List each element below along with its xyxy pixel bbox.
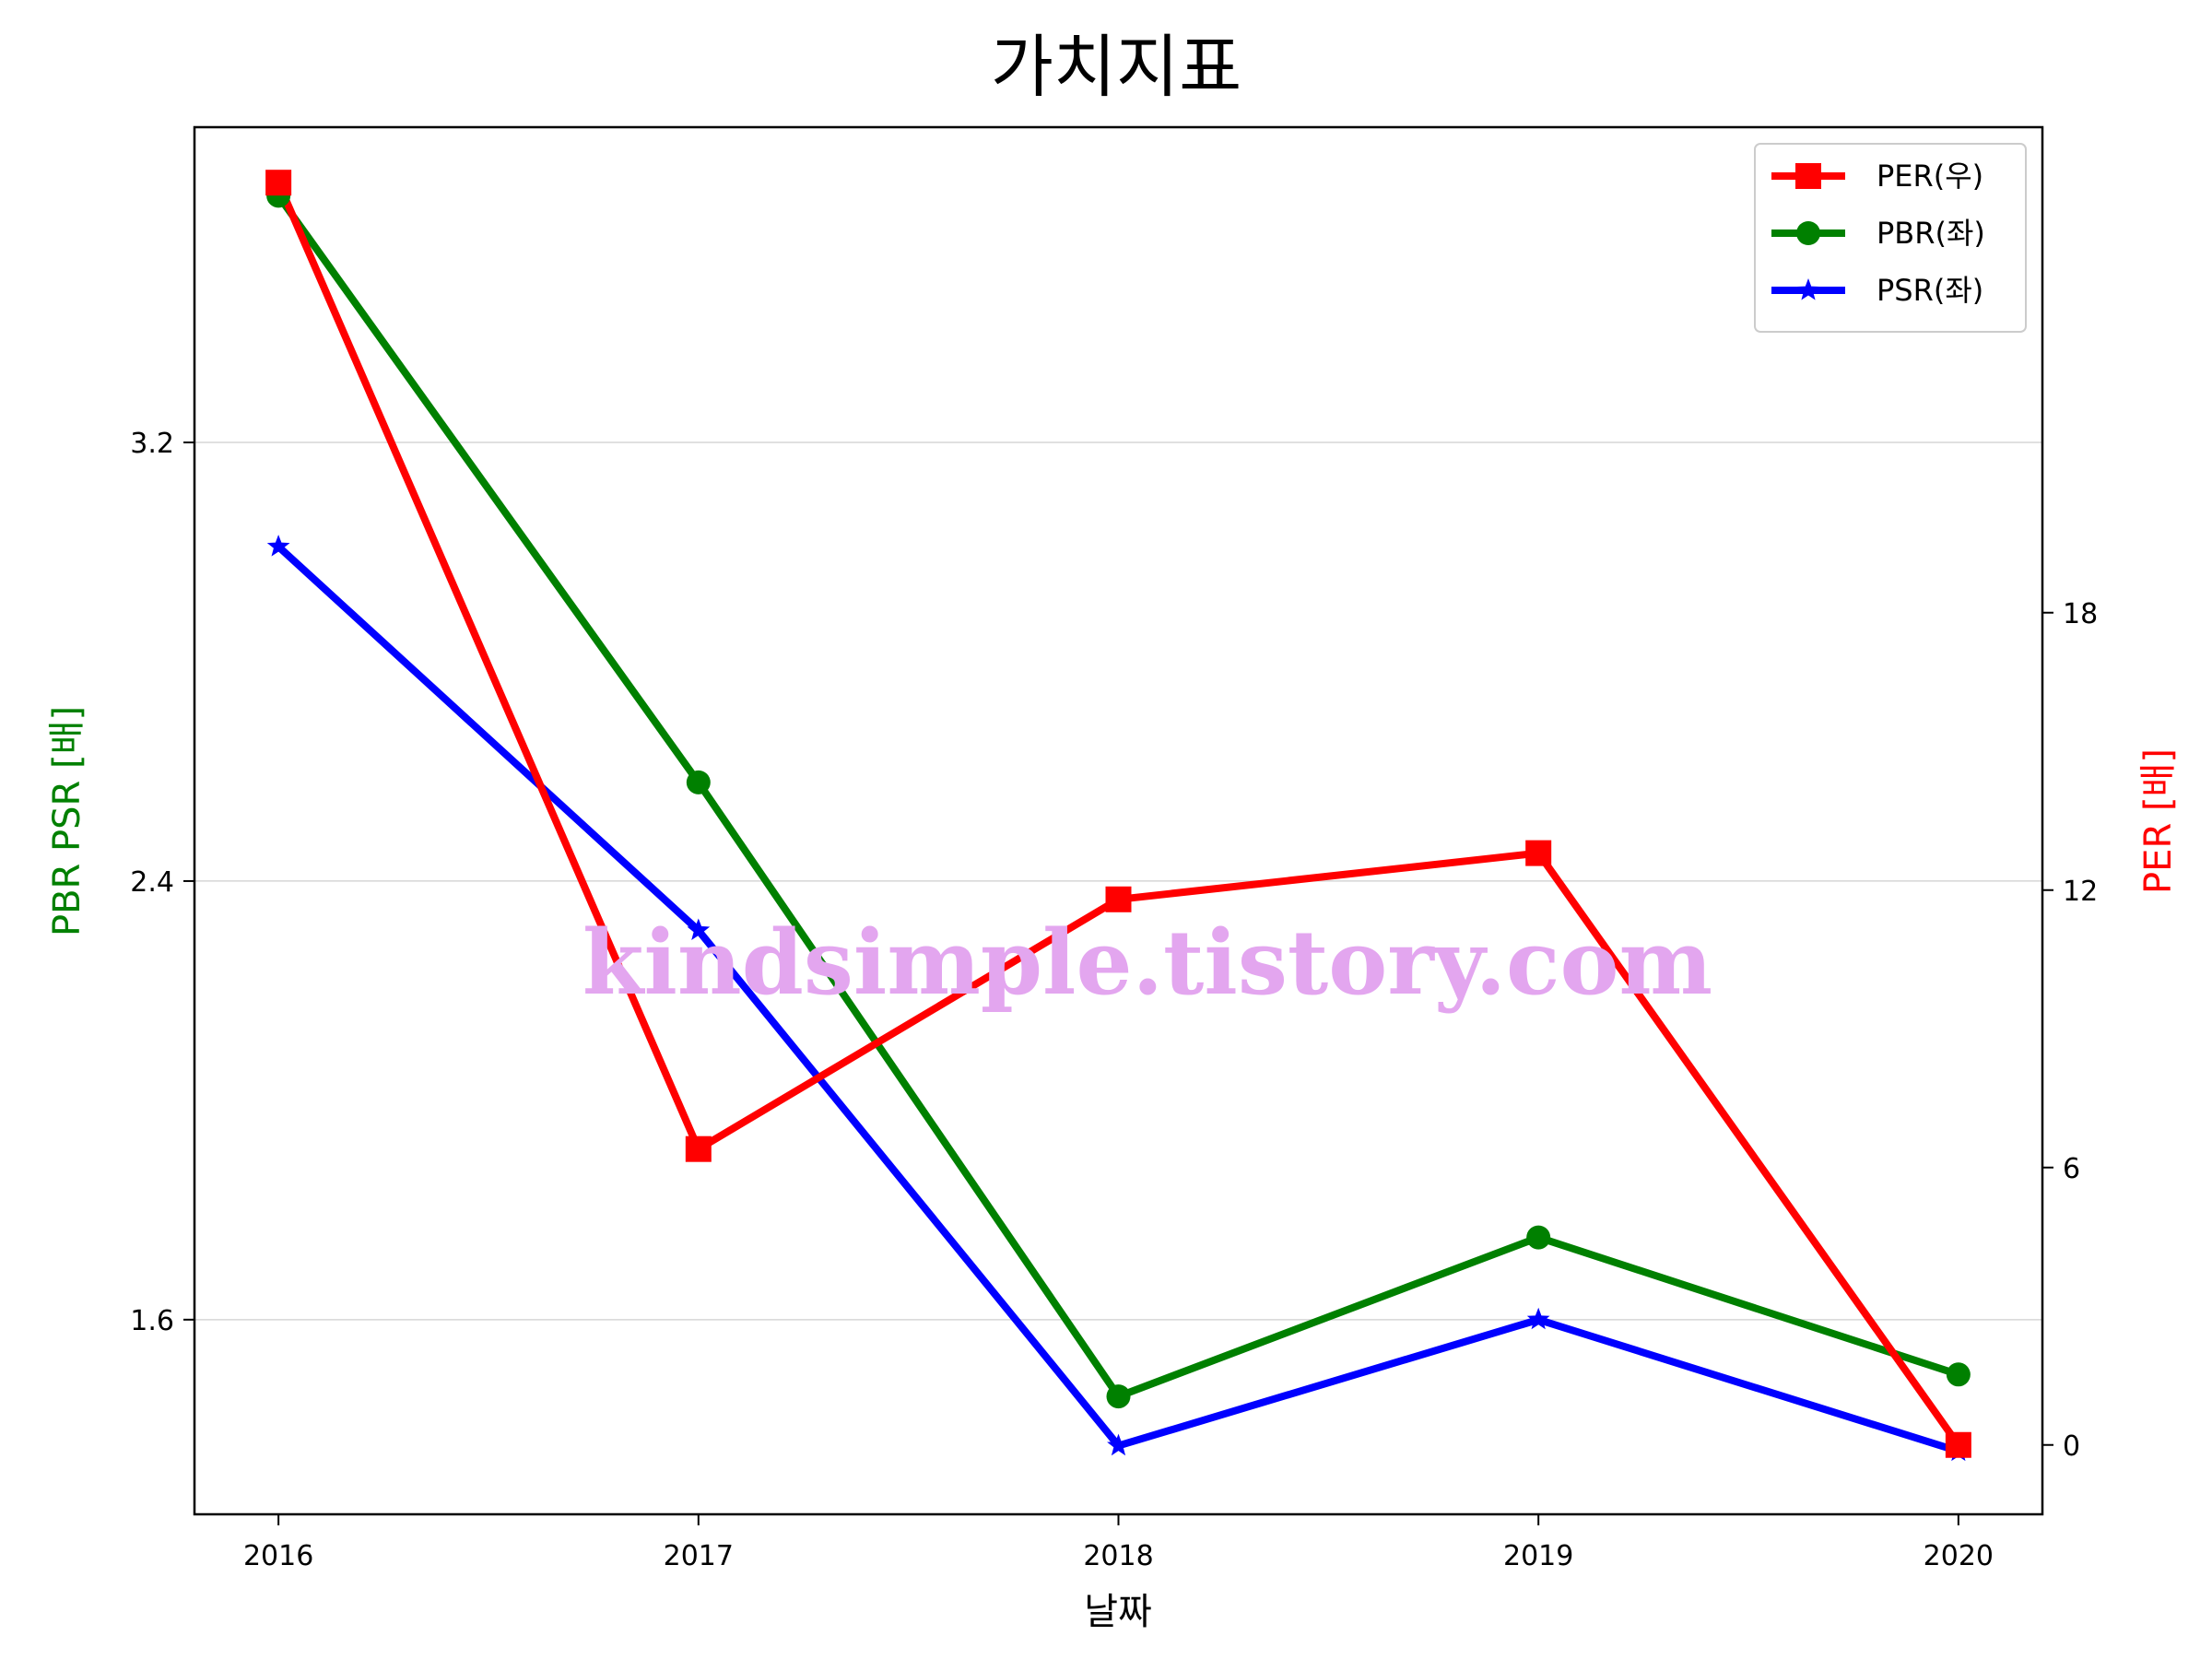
legend-marker-per — [1795, 163, 1821, 189]
point-psr-2017 — [687, 918, 711, 940]
series-line-per — [275, 179, 1962, 1449]
point-per-2019 — [1525, 840, 1552, 866]
left-tick-label-1: 2.4 — [130, 866, 174, 899]
grid-lines — [194, 441, 2042, 1321]
right-tick-label-1: 6 — [2063, 1153, 2080, 1185]
x-tick-label-2020: 2020 — [1924, 1540, 1994, 1572]
point-per-2017 — [685, 1135, 712, 1162]
legend-label-psr: PSR(좌) — [1877, 273, 1983, 308]
series-lines — [275, 179, 1962, 1455]
legend-label-pbr: PBR(좌) — [1877, 216, 1985, 251]
legend-frame — [1754, 143, 2027, 333]
series-markers — [265, 170, 1971, 1462]
plot-area-frame — [193, 125, 2044, 1516]
legend-marker-pbr — [1796, 221, 1820, 245]
point-psr-2019 — [1526, 1307, 1550, 1330]
point-per-2016 — [265, 170, 292, 196]
right-y-axis: 0 6 12 18 — [2042, 598, 2098, 1463]
left-y-axis: 1.6 2.4 3.2 — [130, 428, 194, 1337]
series-line-pbr — [275, 192, 1962, 1401]
chart-title: 가치지표 — [991, 28, 1241, 107]
x-tick-label-2019: 2019 — [1503, 1540, 1573, 1572]
watermark: kindsimple.tistory.com — [582, 911, 1712, 1015]
x-tick-label-2017: 2017 — [664, 1540, 734, 1572]
right-y-axis-label: PER [배] — [2137, 748, 2180, 894]
right-tick-label-3: 18 — [2063, 598, 2098, 630]
point-pbr-2017 — [686, 770, 711, 794]
x-axis: 2016 2017 2018 2019 2020 — [243, 1514, 1994, 1572]
point-per-2018 — [1105, 886, 1132, 912]
x-axis-label: 날짜 — [1084, 1591, 1152, 1633]
left-tick-label-2: 3.2 — [130, 428, 174, 460]
legend: PER(우) PBR(좌) PSR(좌) — [1754, 143, 2027, 333]
x-tick-label-2018: 2018 — [1083, 1540, 1153, 1572]
left-tick-label-0: 1.6 — [130, 1305, 174, 1337]
point-pbr-2020 — [1946, 1362, 1971, 1387]
point-psr-2018 — [1107, 1433, 1130, 1456]
point-per-2020 — [1945, 1431, 1971, 1458]
point-pbr-2018 — [1106, 1384, 1131, 1409]
point-pbr-2019 — [1526, 1225, 1551, 1250]
legend-label-per: PER(우) — [1877, 159, 1983, 194]
left-y-axis-label: PBR PSR [배] — [46, 706, 88, 936]
point-psr-2016 — [266, 535, 290, 557]
x-tick-label-2016: 2016 — [243, 1540, 313, 1572]
legend-marker-psr — [1796, 278, 1820, 300]
right-tick-label-2: 12 — [2063, 876, 2098, 908]
right-tick-label-0: 0 — [2063, 1430, 2080, 1463]
